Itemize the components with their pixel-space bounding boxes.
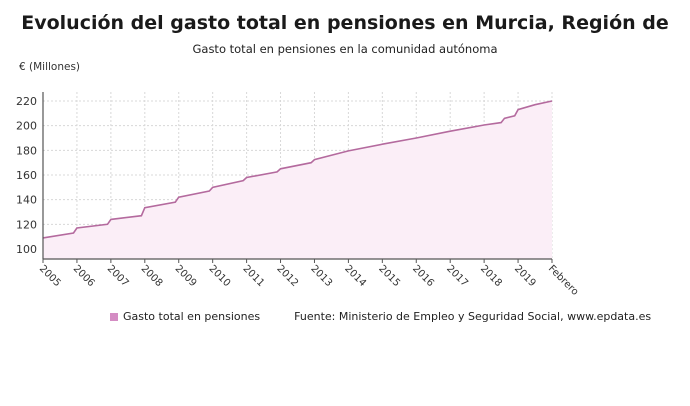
x-tick-label: 2012 [274, 263, 300, 289]
x-tick-label: 2016 [410, 263, 436, 289]
y-tick-label: 100 [16, 243, 37, 256]
chart-subtitle: Gasto total en pensiones en la comunidad… [192, 42, 498, 56]
x-tick-label: 2018 [478, 263, 504, 289]
chart-title: Evolución del gasto total en pensiones e… [21, 12, 669, 34]
series-line [42, 100, 553, 239]
x-tick-label: 2006 [71, 263, 97, 289]
x-tick-label: 2007 [105, 263, 131, 289]
y-tick-label: 140 [16, 194, 37, 207]
x-tick-label: 2017 [444, 263, 470, 289]
area-fill [43, 101, 552, 259]
x-tick-label: 2014 [342, 263, 368, 289]
x-tick-label: 2015 [376, 263, 402, 289]
legend: Gasto total en pensiones Fuente: Ministe… [110, 310, 651, 323]
y-tick-label: 200 [16, 120, 37, 133]
source-note: Fuente: Ministerio de Empleo y Seguridad… [294, 310, 652, 323]
x-tick-label: Febrero [546, 263, 580, 297]
x-tick-label: 2013 [308, 263, 334, 289]
x-tick-label: 2008 [139, 263, 165, 289]
y-tick-label: 180 [16, 144, 37, 157]
legend-series-label: Gasto total en pensiones [123, 310, 261, 323]
x-tick-label: 2019 [512, 263, 538, 289]
legend-swatch-icon [110, 312, 118, 321]
x-tick-label: 2005 [37, 263, 63, 289]
y-tick-label: 160 [16, 169, 37, 182]
x-tick-label: 2010 [207, 263, 233, 289]
y-tick-label: 220 [16, 95, 37, 108]
y-tick-label: 120 [16, 218, 37, 231]
y-axis-unit-label: € (Millones) [19, 61, 81, 73]
x-tick-label: 2009 [173, 263, 199, 289]
x-tick-label: 2011 [240, 263, 266, 289]
